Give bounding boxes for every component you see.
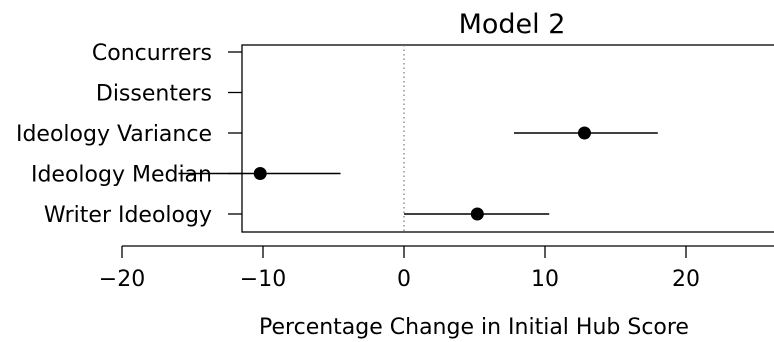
y-tick-label: Writer Ideology: [44, 203, 212, 228]
estimates-series: [178, 126, 658, 221]
x-tick-label: 10: [531, 267, 559, 292]
y-tick-label: Concurrers: [92, 41, 212, 66]
x-tick-label: −10: [240, 267, 286, 292]
y-axis: Concurrers Dissenters Ideology Variance Ide…: [16, 41, 242, 228]
x-tick-label: 20: [672, 267, 700, 292]
point-estimate: [253, 167, 267, 180]
x-axis: −20−1001020304050: [99, 245, 774, 292]
plot-frame: [241, 44, 774, 233]
x-axis-title: Percentage Change in Initial Hub Score: [259, 315, 689, 340]
chart-title: Model 2: [459, 9, 566, 40]
y-tick-label: Dissenters: [96, 82, 212, 107]
x-tick-label: 0: [397, 267, 411, 292]
point-estimate: [577, 126, 591, 140]
x-tick-label: −20: [99, 267, 145, 292]
y-tick-label: Ideology Variance: [16, 122, 212, 147]
point-estimate: [470, 207, 484, 221]
y-tick-label: Ideology Median: [31, 163, 212, 188]
